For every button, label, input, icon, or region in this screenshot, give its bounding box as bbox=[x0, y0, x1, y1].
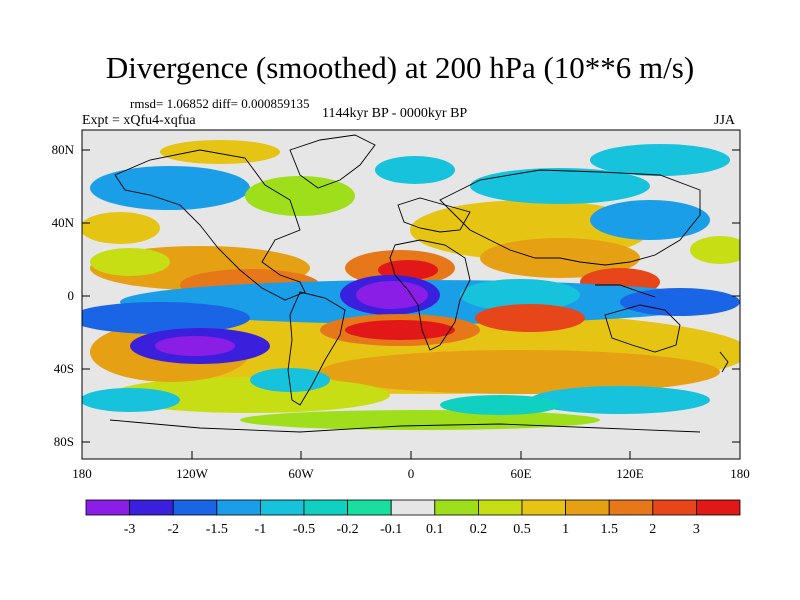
colorbar-cell bbox=[696, 499, 741, 516]
colorbar-cell bbox=[172, 499, 218, 516]
x-label-180e: 180 bbox=[730, 466, 750, 481]
colorbar-label: -0.5 bbox=[292, 522, 316, 537]
x-label-0: 0 bbox=[407, 466, 415, 481]
colorbar-label: -1 bbox=[254, 522, 267, 537]
map-title: Divergence (smoothed) at 200 hPa (10**6 … bbox=[105, 50, 695, 85]
colorbar-label: -2 bbox=[167, 522, 180, 537]
colorbar-cell bbox=[608, 499, 654, 516]
colorbar-cell bbox=[652, 499, 697, 516]
colorbar-cell bbox=[347, 499, 392, 516]
colorbar-label: -0.2 bbox=[336, 522, 359, 537]
colorbar-cell bbox=[521, 499, 566, 516]
x-label-60e: 60E bbox=[510, 466, 532, 481]
x-label-180w: 180 bbox=[72, 466, 92, 481]
x-label-60w: 60W bbox=[288, 466, 314, 481]
colorbar-label: 1 bbox=[562, 522, 570, 537]
season-label: JJA bbox=[714, 113, 736, 128]
colorbar-cell bbox=[259, 499, 305, 516]
y-label-80s: 80S bbox=[53, 434, 74, 449]
experiment-label: Expt = xQfu4-xqfua bbox=[82, 113, 196, 128]
y-ticks bbox=[82, 149, 740, 443]
colorbar-label: -3 bbox=[123, 522, 136, 537]
period-label: 1144kyr BP - 0000kyr BP bbox=[322, 106, 468, 121]
y-label-80n: 80N bbox=[51, 142, 74, 157]
colorbar-label: 2 bbox=[649, 522, 657, 537]
colorbar-cell bbox=[390, 499, 436, 516]
x-ticks bbox=[81, 451, 741, 459]
colorbar-label: 0.5 bbox=[513, 522, 531, 537]
colorbar-cell bbox=[85, 499, 130, 516]
x-label-120e: 120E bbox=[616, 466, 644, 481]
y-label-0: 0 bbox=[67, 288, 75, 303]
colorbar-label: 0.2 bbox=[469, 522, 488, 537]
colorbar-label: 1.5 bbox=[600, 522, 618, 537]
divergence-field bbox=[82, 130, 740, 459]
colorbar-cell bbox=[565, 499, 610, 516]
colorbar-label: -0.1 bbox=[380, 522, 403, 537]
coastlines bbox=[109, 134, 729, 433]
colorbar-cell bbox=[216, 499, 261, 516]
colorbar-cell bbox=[434, 499, 479, 516]
colorbar-label: 0.1 bbox=[426, 522, 444, 537]
colorbar-label: -1.5 bbox=[205, 522, 228, 537]
colorbar-cell bbox=[129, 499, 174, 516]
colorbar bbox=[85, 499, 741, 516]
y-label-40s: 40S bbox=[53, 361, 74, 376]
x-label-120w: 120W bbox=[176, 466, 208, 481]
colorbar-label: 3 bbox=[692, 522, 700, 537]
y-label-40n: 40N bbox=[51, 215, 74, 230]
colorbar-cell bbox=[477, 499, 523, 516]
colorbar-cell bbox=[303, 499, 348, 516]
stats-text: rmsd= 1.06852 diff= 0.000859135 bbox=[130, 96, 310, 111]
